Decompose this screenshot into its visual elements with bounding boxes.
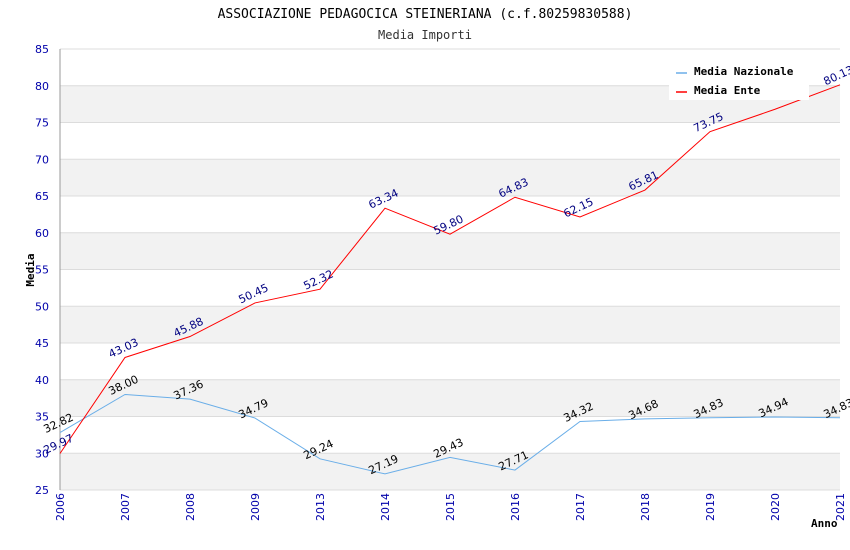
legend-label-nazionale: Media Nazionale xyxy=(694,65,794,78)
x-tick-label: 2019 xyxy=(704,493,717,521)
y-tick-label: 70 xyxy=(35,153,49,166)
grid-band xyxy=(60,232,840,270)
grid-band xyxy=(60,196,840,233)
x-tick-label: 2006 xyxy=(54,493,67,521)
y-tick-label: 30 xyxy=(35,447,49,460)
y-tick-label: 85 xyxy=(35,43,49,56)
series-line-media-ente xyxy=(59,84,841,454)
x-tick-label: 2017 xyxy=(574,493,587,521)
x-tick-label: 2009 xyxy=(249,493,262,521)
x-tick-label: 2014 xyxy=(379,493,392,521)
chart-title: ASSOCIAZIONE PEDAGOCICA STEINERIANA (c.f… xyxy=(218,7,633,22)
legend-box xyxy=(669,60,809,100)
grid-band xyxy=(60,343,840,380)
y-tick-label: 60 xyxy=(35,227,49,240)
y-tick-label: 45 xyxy=(35,337,49,350)
grid-band xyxy=(60,453,840,490)
legend: Media Nazionale Media Ente xyxy=(669,60,809,100)
y-axis-ticks: 25 30 35 40 45 50 55 60 65 70 75 80 85 xyxy=(35,43,49,497)
legend-label-ente: Media Ente xyxy=(694,84,761,97)
y-tick-label: 75 xyxy=(35,117,49,130)
series-lines xyxy=(59,84,841,475)
x-tick-label: 2016 xyxy=(509,493,522,521)
grid-band xyxy=(60,269,840,307)
x-tick-label: 2020 xyxy=(769,493,782,521)
x-tick-label: 2013 xyxy=(314,493,327,521)
x-tick-label: 2021 xyxy=(834,493,847,521)
x-tick-label: 2015 xyxy=(444,493,457,521)
y-tick-label: 25 xyxy=(35,484,49,497)
y-tick-label: 65 xyxy=(35,190,49,203)
grid-band xyxy=(60,379,840,417)
grid-band xyxy=(60,416,840,454)
y-tick-label: 55 xyxy=(35,264,49,277)
x-axis-label: Anno xyxy=(811,517,838,530)
x-tick-label: 2007 xyxy=(119,493,132,521)
grid-band xyxy=(60,159,840,196)
chart-subtitle: Media Importi xyxy=(378,28,472,42)
y-tick-label: 35 xyxy=(35,411,49,424)
y-axis-label: Media xyxy=(24,253,37,286)
grid-band xyxy=(60,122,840,160)
y-tick-label: 80 xyxy=(35,80,49,93)
x-tick-label: 2018 xyxy=(639,493,652,521)
grid-bands xyxy=(60,49,840,490)
x-axis-ticks: 2006 2007 2008 2009 2013 2014 2015 2016 2017 2018… xyxy=(54,493,847,521)
series-line-media-nazionale xyxy=(59,393,841,475)
x-tick-label: 2008 xyxy=(184,493,197,521)
grid-lines xyxy=(60,48,840,491)
y-tick-label: 50 xyxy=(35,300,49,313)
y-tick-label: 40 xyxy=(35,374,49,387)
